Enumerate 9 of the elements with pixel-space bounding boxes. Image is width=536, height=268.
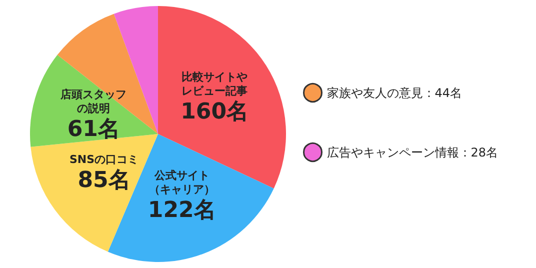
slice-label: 公式サイト（キャリア） — [148, 169, 215, 196]
data-label: 61名 — [67, 116, 120, 142]
legend-label: 家族や友人の意見：44名 — [326, 86, 462, 100]
data-label: 85名 — [78, 168, 130, 194]
slice-label: SNSの口コミ — [70, 153, 139, 166]
legend-label: 広告やキャンペーン情報：28名 — [326, 145, 498, 160]
data-label: 122名 — [148, 198, 216, 224]
data-label: 160名 — [180, 100, 249, 125]
slice-label: 比較サイトやレビュー記事 — [182, 70, 248, 98]
